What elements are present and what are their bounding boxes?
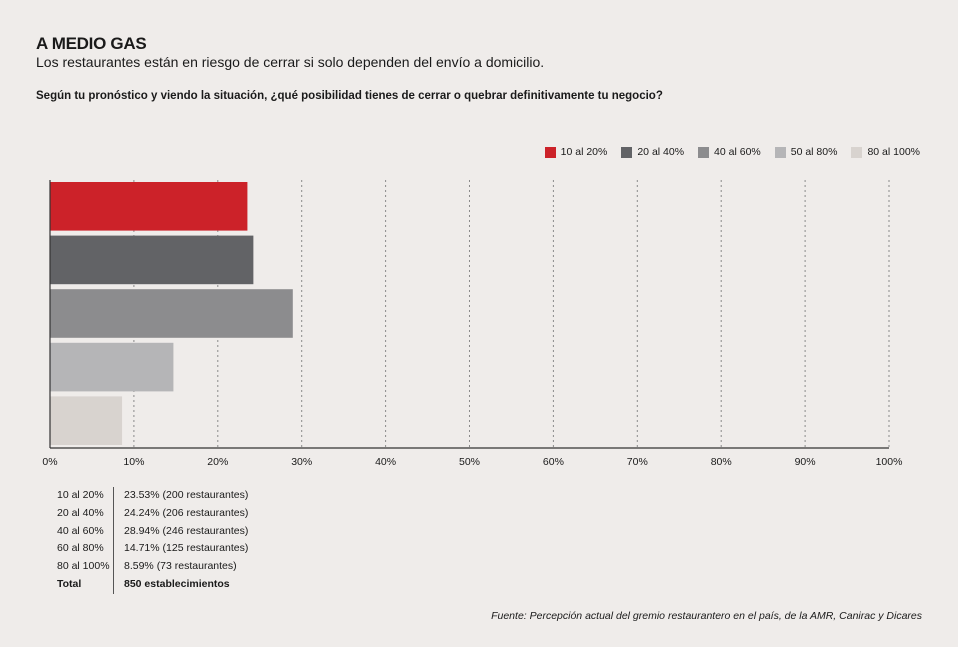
x-tick-label: 60% (543, 456, 564, 468)
legend-item: 80 al 100% (851, 146, 920, 158)
bar (50, 289, 293, 338)
summary-table: 10 al 20% 23.53% (200 restaurantes) 20 a… (57, 487, 248, 594)
summary-category: 60 al 80% (57, 542, 104, 555)
legend-swatch (544, 146, 556, 158)
bar (50, 235, 254, 285)
legend-swatch (698, 146, 710, 158)
summary-category: 80 al 100% (57, 560, 110, 573)
legend-swatch (621, 146, 633, 158)
legend-item: 50 al 80% (774, 146, 838, 158)
bar (50, 396, 123, 445)
x-tick-label: 70% (627, 456, 648, 468)
legend-swatch (851, 146, 863, 158)
legend-label: 20 al 40% (637, 146, 685, 158)
summary-row: 80 al 100% 8.59% (73 restaurantes) (57, 558, 248, 576)
x-tick-label: 10% (123, 456, 144, 468)
summary-category: 10 al 20% (57, 489, 104, 501)
summary-value: 28.94% (246 restaurantes) (113, 522, 248, 541)
x-tick-label: 100% (876, 456, 903, 468)
legend-label: 40 al 60% (714, 146, 761, 158)
legend-label: 10 al 20% (560, 146, 608, 158)
chart-subtitle: Los restaurantes están en riesgo de cerr… (36, 54, 545, 70)
survey-question: Según tu pronóstico y viendo la situació… (36, 90, 663, 102)
bar (50, 182, 248, 231)
source-note: Fuente: Percepción actual del gremio res… (491, 610, 922, 622)
legend-label: 50 al 80% (790, 146, 838, 158)
legend: 10 al 20% 20 al 40% 40 al 60% 50 al 80% … (544, 146, 920, 158)
summary-value: 23.53% (200 restaurantes) (113, 487, 248, 505)
legend-item: 20 al 40% (621, 146, 684, 158)
x-tick-label: 40% (375, 456, 396, 468)
x-tick-label: 80% (711, 456, 732, 468)
legend-item: 10 al 20% (544, 146, 608, 158)
summary-total-value: 850 establecimientos (113, 575, 230, 594)
summary-row: 10 al 20% 23.53% (200 restaurantes) (57, 487, 248, 505)
legend-label: 80 al 100% (867, 146, 920, 158)
x-tick-label: 0% (42, 456, 57, 468)
legend-swatch (774, 146, 786, 158)
summary-value: 14.71% (125 restaurantes) (113, 540, 248, 559)
bar (50, 342, 174, 392)
summary-row: 20 al 40% 24.24% (206 restaurantes) (57, 504, 248, 523)
summary-row: 60 al 80% 14.71% (125 restaurantes) (57, 540, 248, 559)
chart-title: A MEDIO GAS (36, 34, 147, 53)
summary-total-row: Total 850 establecimientos (57, 575, 248, 594)
x-tick-label: 90% (795, 456, 816, 468)
summary-row: 40 al 60% 28.94% (246 restaurantes) (57, 522, 248, 541)
summary-total-label: Total (57, 577, 82, 590)
legend-item: 40 al 60% (698, 146, 761, 158)
summary-value: 24.24% (206 restaurantes) (113, 504, 248, 523)
x-tick-label: 50% (459, 456, 480, 468)
x-tick-label: 20% (207, 456, 228, 468)
summary-value: 8.59% (73 restaurantes) (113, 558, 237, 576)
summary-category: 40 al 60% (57, 524, 104, 537)
x-tick-label: 30% (291, 456, 312, 468)
summary-category: 20 al 40% (57, 506, 104, 519)
